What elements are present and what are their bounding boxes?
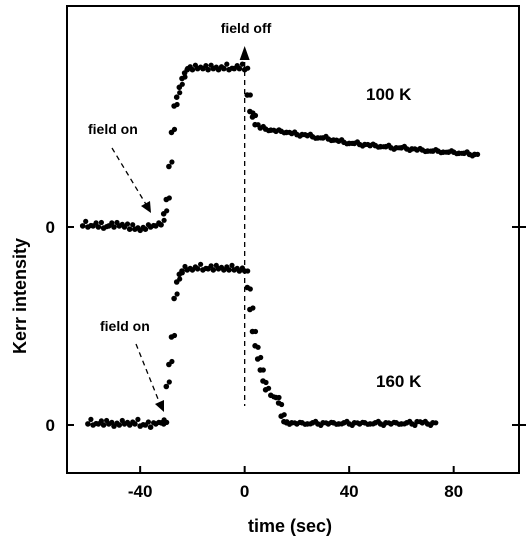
data-point <box>177 276 183 282</box>
data-point <box>179 81 185 87</box>
data-point <box>130 222 136 228</box>
data-point <box>245 65 251 71</box>
data-point <box>79 223 86 229</box>
data-point <box>124 221 131 227</box>
data-point <box>226 267 232 273</box>
data-point <box>182 74 188 80</box>
plot-frame <box>66 5 520 474</box>
data-point <box>189 66 196 73</box>
data-point <box>169 358 175 365</box>
data-point <box>100 422 107 428</box>
data-point <box>239 61 245 67</box>
data-point <box>161 217 167 223</box>
data-point <box>147 424 154 431</box>
data-point <box>252 328 259 335</box>
data-point <box>263 379 269 386</box>
data-point <box>203 63 209 69</box>
data-point <box>194 266 201 272</box>
data-point <box>109 220 115 226</box>
data-point <box>252 112 259 119</box>
data-point <box>88 416 94 422</box>
x-axis-label: time (sec) <box>248 516 332 536</box>
field-on-arrow-160-shaft <box>135 343 161 405</box>
data-point <box>95 224 102 230</box>
data-point <box>98 418 104 424</box>
data-point <box>266 385 272 391</box>
x-tick-label: 40 <box>340 482 359 501</box>
series-100k-points <box>79 61 481 234</box>
x-tick-label: 80 <box>444 482 463 501</box>
data-point <box>171 126 178 132</box>
data-point <box>229 262 235 268</box>
series-160k-points <box>85 261 439 431</box>
data-point <box>132 421 138 427</box>
data-point <box>111 224 117 230</box>
data-point <box>93 220 99 226</box>
data-point <box>236 65 243 72</box>
data-point <box>260 367 266 373</box>
data-point <box>164 208 170 214</box>
data-point <box>142 226 149 232</box>
field-off-label: field off <box>221 20 272 36</box>
data-point <box>164 419 170 425</box>
x-tick-label: -40 <box>128 482 153 501</box>
field-on-arrow-160-head <box>155 400 164 412</box>
data-point <box>135 416 141 422</box>
data-point <box>276 394 282 401</box>
data-point <box>247 286 253 292</box>
x-axis-ticks: -40 0 40 80 <box>128 466 463 501</box>
data-point <box>158 222 164 228</box>
data-point <box>85 421 91 427</box>
data-point <box>279 401 285 408</box>
data-point <box>258 354 264 361</box>
data-point <box>166 163 172 170</box>
data-point <box>171 332 178 339</box>
field-off-arrowhead <box>239 46 250 60</box>
data-point <box>250 305 256 311</box>
data-point <box>166 195 172 201</box>
data-point <box>174 101 180 108</box>
data-point <box>126 226 133 232</box>
field-on-arrow-100-head <box>141 201 151 213</box>
field-on-arrow-100-shaft <box>111 147 148 207</box>
data-point <box>171 295 177 302</box>
data-point <box>475 151 481 157</box>
data-point <box>221 65 227 72</box>
data-point <box>179 268 185 274</box>
y-tick-label-lower: 0 <box>46 416 55 435</box>
data-point <box>173 94 180 100</box>
data-point <box>247 92 253 98</box>
data-point <box>145 419 151 425</box>
data-point <box>177 90 183 96</box>
data-point <box>163 383 170 390</box>
data-point <box>116 422 123 428</box>
data-point <box>174 291 180 297</box>
data-point <box>245 268 251 274</box>
y-axis-label: Kerr intensity <box>10 238 30 354</box>
data-point <box>198 261 204 267</box>
data-point <box>205 66 211 73</box>
series-label-160k: 160 K <box>376 372 422 391</box>
data-point <box>169 159 175 165</box>
data-point <box>166 379 172 385</box>
field-on-label-160: field on <box>100 318 150 334</box>
y-tick-label-upper: 0 <box>46 218 55 237</box>
data-point <box>210 267 217 273</box>
data-point <box>208 263 214 269</box>
series-label-100k: 100 K <box>366 85 412 104</box>
data-point <box>224 61 230 67</box>
data-point <box>83 218 89 224</box>
data-point <box>281 412 287 418</box>
data-point <box>255 344 261 350</box>
data-point <box>98 219 104 226</box>
field-on-label-100: field on <box>88 121 138 137</box>
data-point <box>433 420 439 426</box>
x-tick-label: 0 <box>240 482 249 501</box>
